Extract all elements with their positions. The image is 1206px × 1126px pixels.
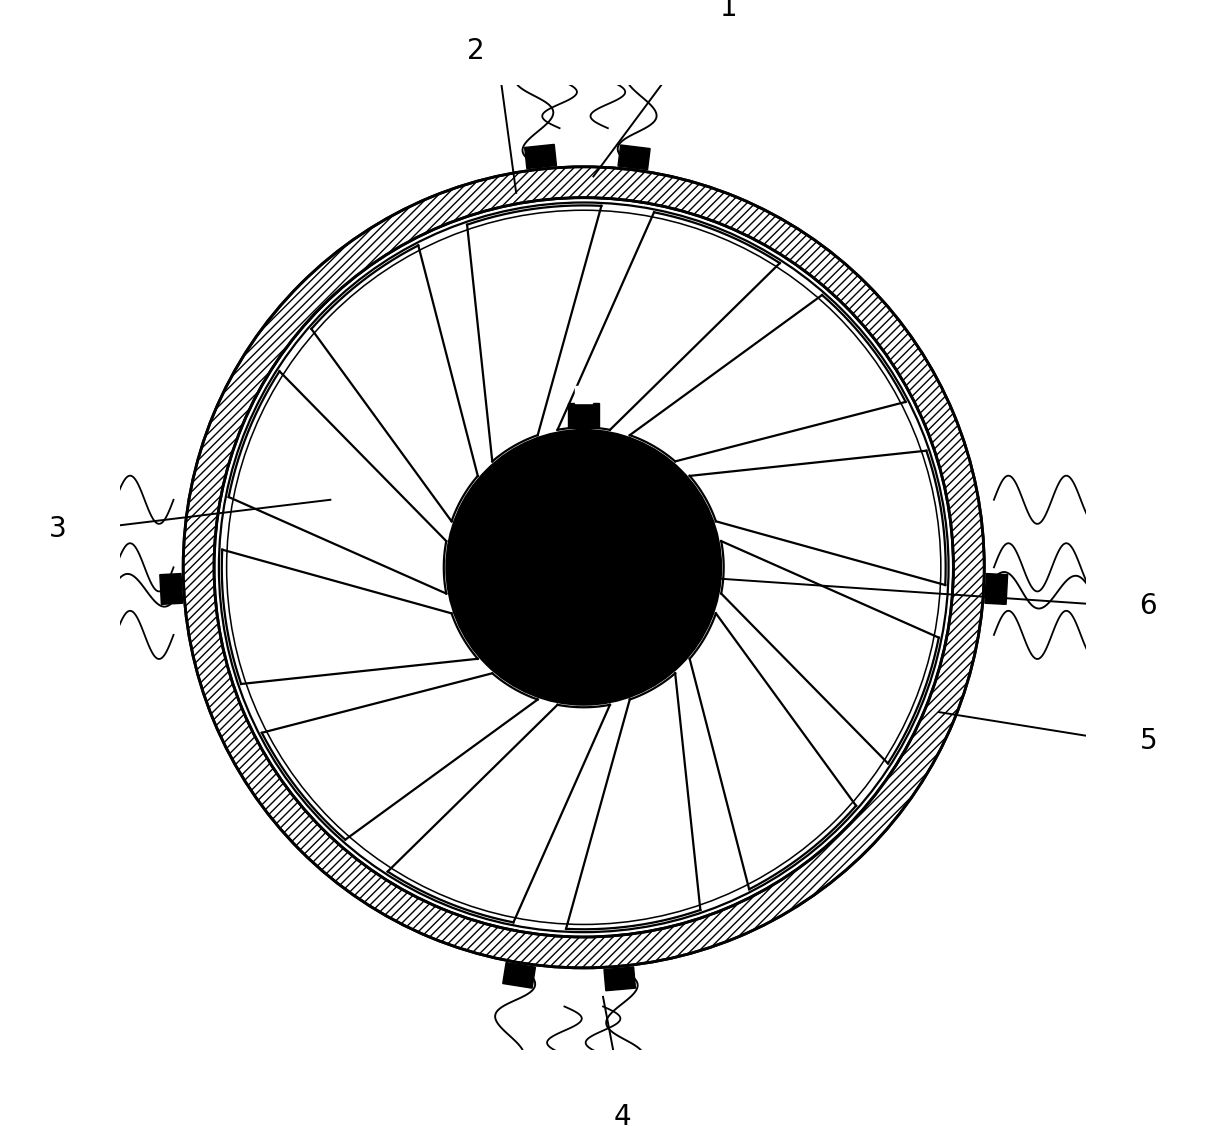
Bar <box>503 963 535 989</box>
Bar <box>525 144 556 169</box>
Text: 6: 6 <box>1140 592 1158 620</box>
Bar <box>575 386 592 403</box>
Text: 5: 5 <box>1140 727 1158 756</box>
Circle shape <box>514 498 654 637</box>
Bar <box>604 967 636 991</box>
Text: 4: 4 <box>614 1103 631 1126</box>
Bar <box>985 573 1008 605</box>
Text: 3: 3 <box>48 515 66 543</box>
Circle shape <box>446 430 721 705</box>
Bar <box>617 145 650 170</box>
Text: 2: 2 <box>467 37 485 65</box>
Bar <box>568 403 599 428</box>
Bar <box>160 573 182 605</box>
Text: 1: 1 <box>720 0 737 21</box>
